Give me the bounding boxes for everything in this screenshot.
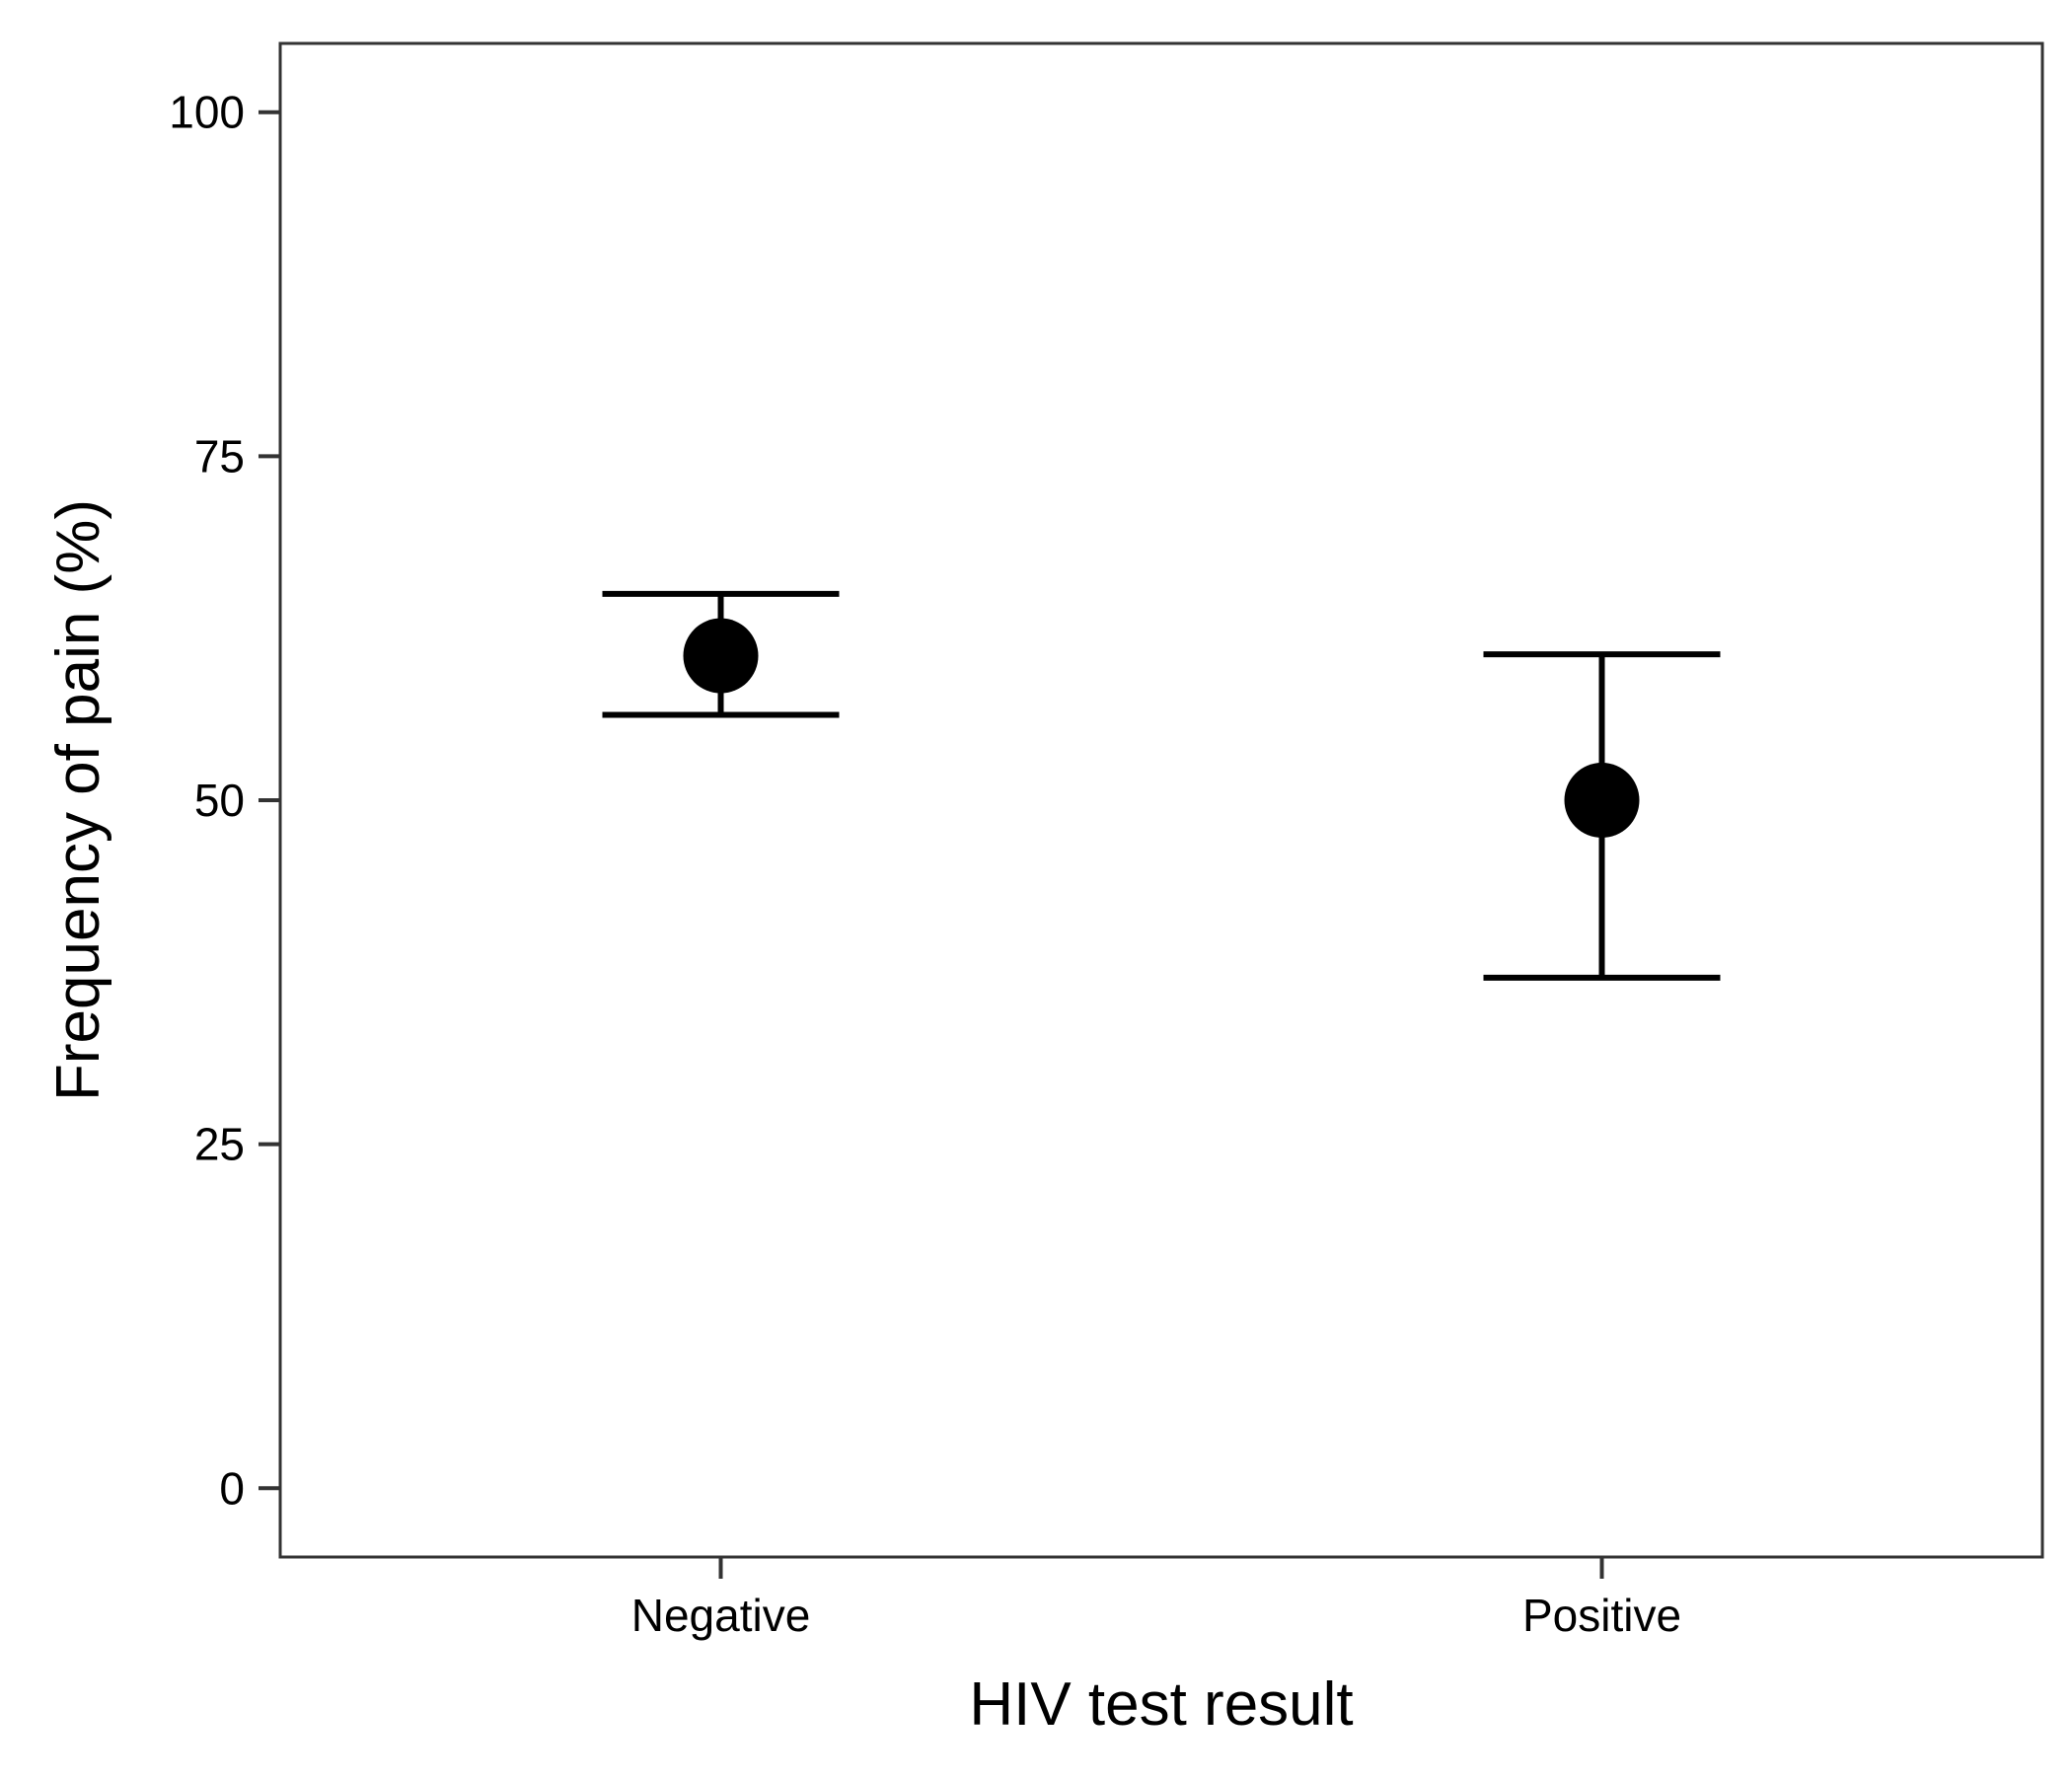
y-axis: 0 25 50 75 100	[169, 87, 280, 1514]
y-tick-label: 100	[169, 87, 245, 138]
plot-panel-border	[278, 41, 2044, 1559]
y-tick-label: 75	[194, 430, 245, 482]
y-axis-title: Frequency of pain (%)	[44, 499, 112, 1101]
data-point	[683, 618, 759, 694]
plot-marks	[602, 590, 1721, 981]
x-axis-title: HIV test result	[969, 1670, 1353, 1739]
data-point	[1564, 763, 1640, 838]
y-tick-label: 50	[194, 775, 245, 826]
y-tick-label: 0	[219, 1462, 245, 1514]
x-tick-label: Negative	[631, 1590, 811, 1641]
y-tick-label: 25	[194, 1119, 245, 1170]
x-tick-label: Positive	[1522, 1590, 1681, 1641]
x-axis: Negative Positive	[631, 1557, 1681, 1641]
